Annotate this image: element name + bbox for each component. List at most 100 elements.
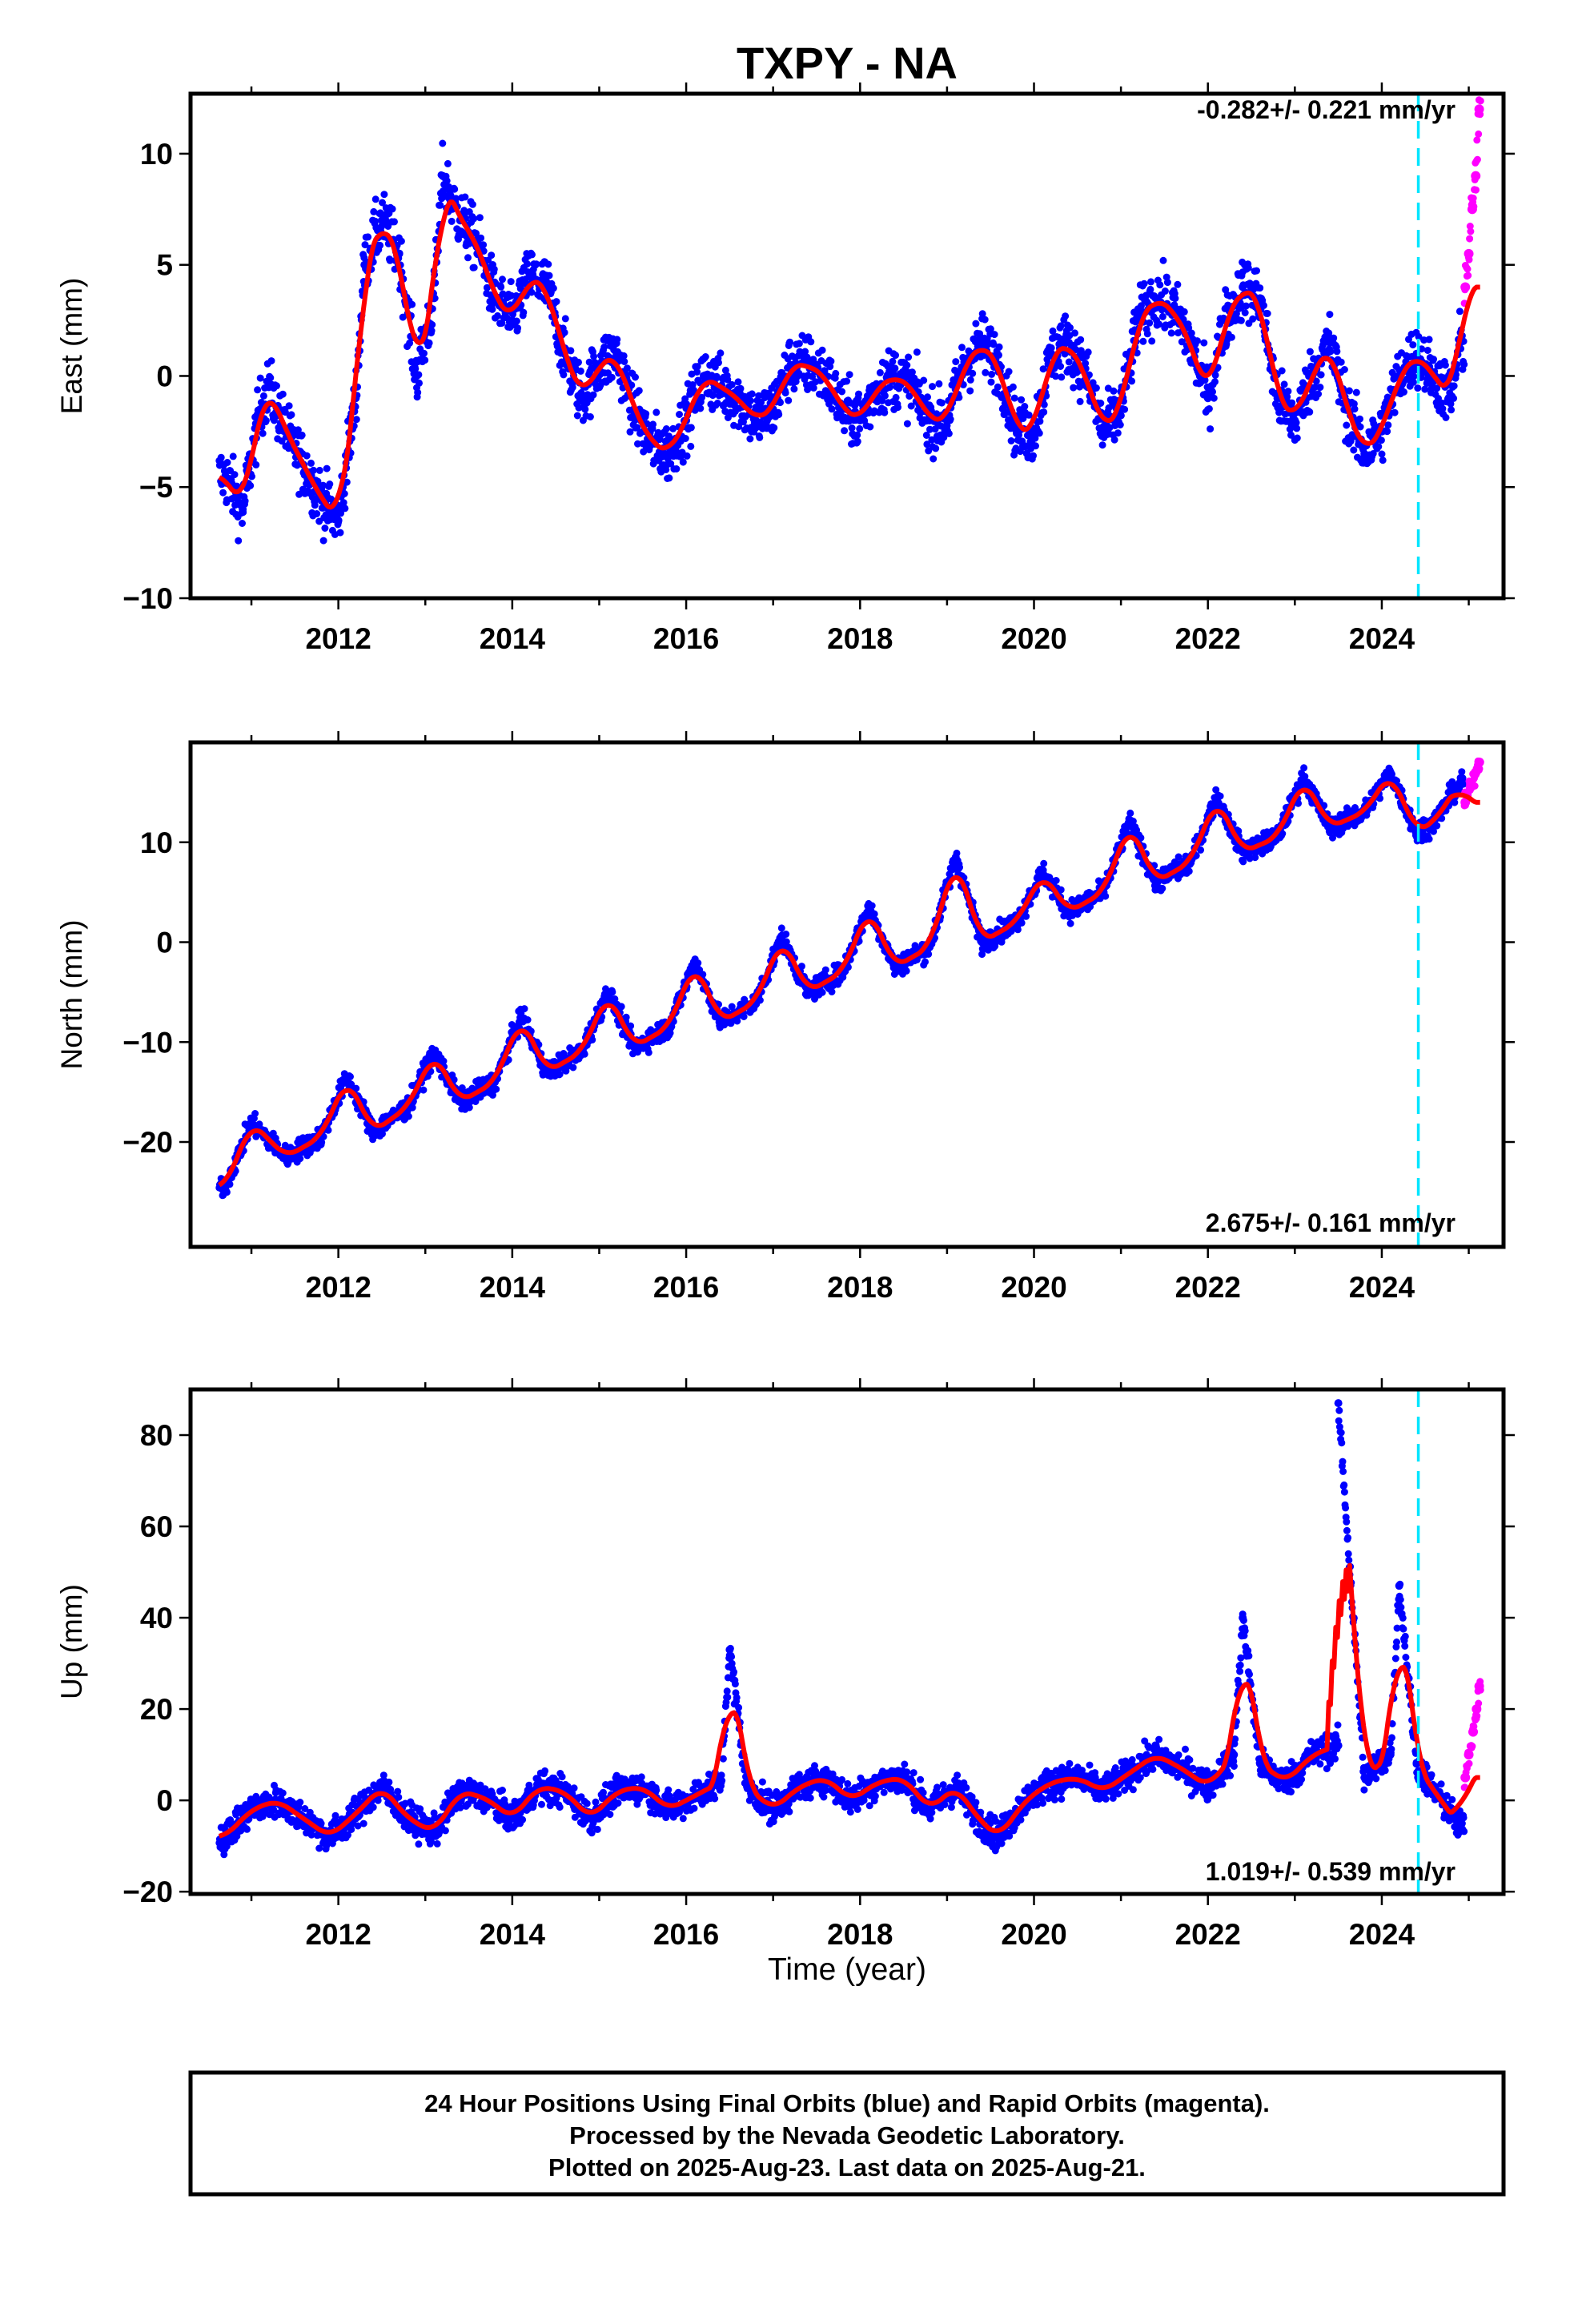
y-tick-label: 20 — [140, 1693, 173, 1726]
up-final-point-41 — [1239, 1614, 1247, 1622]
x-tick-label: 2020 — [1001, 622, 1066, 655]
x-tick-label: 2012 — [305, 1918, 371, 1951]
north-final-point-4 — [343, 1073, 351, 1081]
east-final-point-3 — [265, 383, 273, 391]
y-tick-label: 40 — [140, 1602, 173, 1634]
north-final-point-1 — [247, 1118, 255, 1126]
east-final-point-32 — [752, 416, 760, 424]
north-final-point-29 — [1065, 908, 1073, 916]
east-final-point-19 — [526, 272, 534, 280]
east-final-point-1 — [239, 505, 247, 513]
chart-title: TXPY - NA — [737, 38, 958, 88]
east-final-point-52 — [1099, 428, 1107, 436]
north-plot-frame — [191, 742, 1504, 1247]
up-final-point-39 — [1204, 1783, 1212, 1791]
north-final-point-26 — [978, 939, 986, 947]
y-tick-label: 80 — [140, 1419, 173, 1452]
x-tick-label: 2016 — [653, 1918, 719, 1951]
up-final-point-11 — [508, 1815, 516, 1823]
up-final-point-42 — [1256, 1760, 1264, 1768]
east-final-point-47 — [1013, 428, 1021, 436]
up-final-point-40 — [1230, 1751, 1238, 1759]
north-final-point-34 — [1213, 794, 1221, 802]
north-axis-label: North (mm) — [55, 919, 88, 1069]
east-final-point-63 — [1291, 416, 1299, 424]
up-final-point-31 — [995, 1833, 1003, 1841]
east-final-point-67 — [1360, 450, 1368, 458]
up-axis-label: Up (mm) — [55, 1584, 88, 1699]
east-final-point-50 — [1065, 339, 1073, 347]
up-final-point-6 — [378, 1783, 386, 1791]
x-tick-label: 2014 — [480, 1271, 546, 1304]
east-final-point-38 — [856, 416, 864, 424]
north-final-point-8 — [456, 1098, 464, 1106]
up-data-layer — [219, 1399, 1484, 1855]
footer-line-2: Processed by the Nevada Geodetic Laborat… — [569, 2121, 1125, 2149]
north-final-point-43 — [1456, 778, 1464, 786]
east-final-point-27 — [665, 450, 673, 458]
up-final-point-45 — [1335, 1742, 1343, 1750]
north-final-point-11 — [543, 1068, 551, 1076]
panel-east: 2012 2014 2016 2018 2020 2022 2024 10 5 0 −5 −10 Eas… — [55, 82, 1515, 655]
north-final-point-13 — [604, 988, 612, 996]
north-final-point-40 — [1387, 768, 1395, 776]
panel-north: 2012 2014 2016 2018 2020 2022 2024 10 0 −10 −20 Nor… — [55, 731, 1515, 1304]
north-final-point-28 — [1038, 868, 1046, 876]
up-final-point-49 — [1395, 1582, 1403, 1590]
east-final-orbit-points — [219, 143, 1464, 541]
up-plot-frame — [191, 1389, 1504, 1894]
north-data-layer — [219, 758, 1484, 1196]
y-tick-label: 5 — [156, 249, 173, 282]
up-final-point-14 — [587, 1815, 595, 1823]
up-final-point-22 — [769, 1806, 777, 1814]
north-final-point-31 — [1126, 818, 1134, 826]
east-final-point-60 — [1239, 283, 1247, 291]
x-tick-label: 2014 — [480, 622, 546, 655]
up-final-point-46 — [1335, 1399, 1343, 1407]
east-final-point-24 — [612, 350, 620, 358]
up-rate-label: 1.019+/- 0.539 mm/yr — [1206, 1857, 1456, 1886]
x-tick-label: 2018 — [827, 1918, 893, 1951]
east-final-point-65 — [1326, 339, 1334, 347]
x-tick-label: 2022 — [1175, 622, 1241, 655]
east-final-point-48 — [1030, 428, 1038, 436]
east-final-point-18 — [508, 316, 516, 324]
east-final-point-29 — [700, 372, 708, 380]
x-tick-label: 2012 — [305, 1271, 371, 1304]
north-final-point-14 — [630, 1043, 638, 1051]
east-final-point-12 — [412, 372, 420, 380]
x-tick-label: 2024 — [1349, 622, 1415, 655]
y-tick-label: −10 — [122, 582, 173, 615]
y-tick-label: 0 — [156, 1784, 173, 1817]
east-rapid-orbit-points — [1464, 83, 1480, 304]
north-final-point-10 — [517, 1013, 525, 1021]
y-tick-label: −10 — [122, 1026, 173, 1059]
east-final-point-14 — [439, 172, 447, 180]
up-final-point-28 — [926, 1806, 934, 1814]
y-tick-label: 0 — [156, 927, 173, 959]
x-tick-label: 2018 — [827, 622, 893, 655]
y-tick-label: −20 — [122, 1126, 173, 1159]
x-tick-label: 2014 — [480, 1918, 546, 1951]
y-tick-label: 10 — [140, 138, 173, 171]
east-final-point-58 — [1204, 394, 1212, 402]
up-final-point-53 — [1456, 1823, 1464, 1831]
north-final-point-22 — [865, 903, 873, 911]
north-final-point-25 — [952, 853, 960, 861]
up-final-point-19 — [717, 1778, 725, 1786]
panel-up: 2012 2014 2016 2018 2020 2022 2024806040200−20… — [55, 1378, 1515, 1951]
x-tick-label: 2016 — [653, 1271, 719, 1304]
east-final-point-7 — [335, 517, 343, 525]
north-final-point-37 — [1299, 774, 1307, 782]
x-tick-label: 2020 — [1001, 1271, 1066, 1304]
north-final-point-16 — [691, 958, 699, 966]
north-final-point-19 — [778, 933, 786, 941]
footer-line-3: Plotted on 2025-Aug-23. Last data on 202… — [548, 2153, 1146, 2181]
footer-box: 24 Hour Positions Using Final Orbits (bl… — [191, 2073, 1504, 2194]
north-final-point-23 — [891, 963, 899, 971]
north-model-curve — [219, 783, 1480, 1185]
x-tick-label: 2012 — [305, 622, 371, 655]
y-tick-label: 0 — [156, 360, 173, 392]
x-tick-label: 2016 — [653, 622, 719, 655]
east-plot-frame — [191, 94, 1504, 598]
